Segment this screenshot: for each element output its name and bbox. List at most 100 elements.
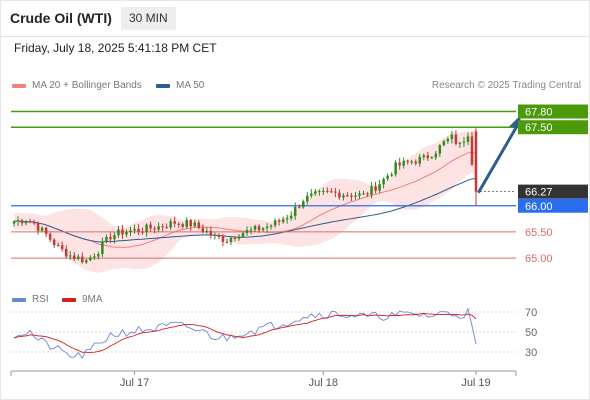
candle-body [64, 248, 68, 257]
level-label-67-80: 67.80 [525, 107, 553, 119]
candle-body [281, 219, 285, 222]
candle-body [60, 245, 64, 249]
rsi-swatch [12, 297, 26, 302]
candle-body [418, 157, 422, 164]
instrument-title: Crude Oil (WTI) [10, 10, 112, 26]
time-tick-label: Jul 19 [461, 377, 490, 389]
projection-arrow-line [477, 126, 518, 194]
candle-body [24, 221, 28, 224]
candle-body [205, 231, 209, 233]
timeframe-badge[interactable]: 30 MIN [121, 7, 176, 30]
candle-body [145, 224, 148, 233]
candle-body [318, 191, 321, 193]
candle-body [149, 224, 152, 229]
candle-body [56, 245, 60, 247]
candle-body [450, 134, 454, 139]
candle-body [237, 236, 241, 239]
candle-body [249, 229, 253, 231]
candle-body [177, 223, 180, 225]
candle-body [125, 232, 128, 235]
datetime-label: Friday, July 18, 2025 5:41:18 PM CET [14, 41, 217, 55]
candle-body [378, 184, 381, 191]
bollinger-band-area [14, 127, 476, 273]
rsi-level-label-30: 30 [525, 347, 537, 359]
candle-body [117, 229, 120, 236]
candle-body [44, 227, 48, 234]
candle-body [306, 195, 309, 202]
rsi-line [13, 307, 477, 360]
candle-body [109, 236, 112, 240]
ma50-line [13, 177, 477, 243]
candle-body [257, 226, 261, 231]
candle-body [241, 233, 245, 237]
candle-body [225, 241, 229, 243]
time-tick-label: Jul 18 [309, 377, 338, 389]
candle-body [36, 223, 40, 231]
credit-label: Research © 2025 Trading Central [431, 80, 581, 91]
rsi-panel: 70 50 30 [11, 307, 537, 360]
candle-body [16, 220, 20, 222]
candle-body [85, 260, 88, 263]
ma50-label: MA 50 [176, 80, 205, 91]
candle-body [466, 136, 470, 142]
candle-body [434, 153, 438, 158]
candle-body [68, 255, 72, 257]
candle-body [181, 224, 184, 227]
candle-body [422, 155, 426, 158]
candle-body [165, 227, 168, 229]
candle-body [354, 195, 357, 197]
candle-body [93, 256, 96, 258]
candle-body [77, 256, 80, 260]
rsi-level-label-70: 70 [525, 307, 537, 319]
rsi-level-label-50: 50 [525, 327, 537, 339]
candle-body [97, 254, 100, 257]
candle-body [382, 178, 385, 185]
level-badge-67-50 [518, 120, 588, 135]
candle-body [293, 206, 297, 216]
level-label-65-00: 65.00 [525, 253, 553, 265]
candle-body [470, 136, 474, 165]
candle-body [390, 174, 393, 176]
candle-body [229, 237, 233, 243]
candle-body [386, 175, 389, 179]
candle-body [28, 221, 32, 223]
candle-body [442, 141, 446, 146]
candle-body [394, 162, 397, 175]
candle-body [402, 160, 405, 166]
level-badge-66-27 [518, 184, 588, 199]
level-label-66-00: 66.00 [525, 201, 553, 213]
candle-body [398, 162, 401, 166]
level-labels: 67.80 67.50 66.27 66.00 65.50 65.00 [518, 104, 588, 265]
candle-body [73, 255, 76, 260]
candle-body [189, 220, 193, 227]
time-tick-label: Jul 17 [120, 377, 149, 389]
candle-body [105, 236, 108, 242]
candle-body [446, 138, 450, 142]
ma9-swatch [62, 297, 76, 302]
candle-body [245, 230, 249, 234]
candle-body [213, 234, 217, 236]
candle-body [12, 221, 16, 224]
time-axis: Jul 17 Jul 18 Jul 19 [10, 370, 517, 389]
candle-body [374, 186, 377, 191]
candle-body [81, 256, 84, 263]
rsi-label: RSI [32, 294, 49, 305]
candle-body [185, 220, 188, 227]
candle-body [289, 215, 293, 219]
candle-body [285, 218, 289, 220]
candle-body [161, 226, 164, 228]
candle-body [430, 157, 434, 159]
level-badge-66-00 [518, 198, 588, 213]
candle-body [370, 186, 373, 195]
candle-body [253, 226, 257, 230]
legend-ma9: 9MA [62, 294, 103, 305]
candle-body [297, 206, 301, 208]
candle-body [20, 220, 24, 224]
candle-body [265, 226, 269, 229]
level-label-67-50: 67.50 [525, 122, 553, 134]
candle-body [366, 193, 369, 195]
ma20-swatch [12, 83, 26, 88]
candle-body [410, 161, 413, 163]
candle-body [221, 236, 225, 242]
